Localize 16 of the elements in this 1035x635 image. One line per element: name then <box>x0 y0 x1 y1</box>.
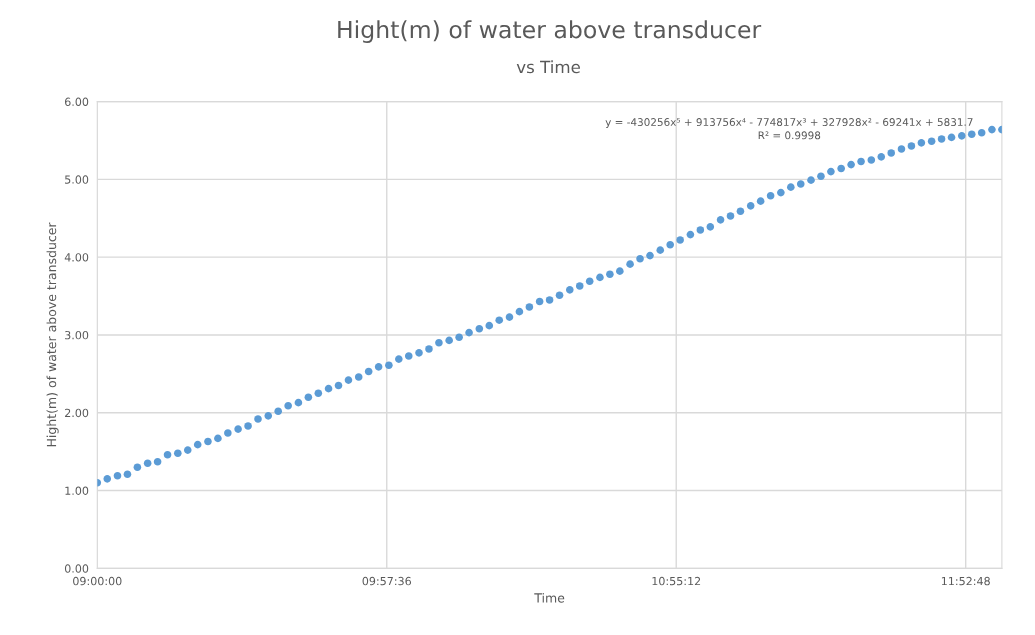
y-tick-label: 6.00 <box>64 97 89 106</box>
y-axis-title: Hight(m) of water above transducer <box>46 222 59 447</box>
x-axis-title: Time <box>534 592 565 603</box>
y-tick-label: 0.00 <box>64 564 89 573</box>
y-tick-label: 3.00 <box>65 330 89 340</box>
chart-subtitle: vs Time <box>516 60 580 74</box>
x-tick-label: 11:52:48 <box>941 576 990 586</box>
x-tick-label: 10:55:12 <box>652 576 701 586</box>
y-tick-label: 2.00 <box>65 408 89 418</box>
y-tick-label: 5.00 <box>65 175 89 184</box>
x-tick-label: 09:57:36 <box>362 576 412 586</box>
annotation: y = -430256x⁵ + 913756x⁴ - 774817x³ + 327928x² - 69241x + 5831.7 R² = 0.9998 <box>605 118 973 140</box>
y-tick-label: 1.00 <box>65 486 89 495</box>
x-tick-label: 09:00:00 <box>73 576 122 586</box>
y-tick-label: 4.00 <box>64 253 89 262</box>
chart-title: Hight(m) of water above transducer <box>338 20 762 44</box>
